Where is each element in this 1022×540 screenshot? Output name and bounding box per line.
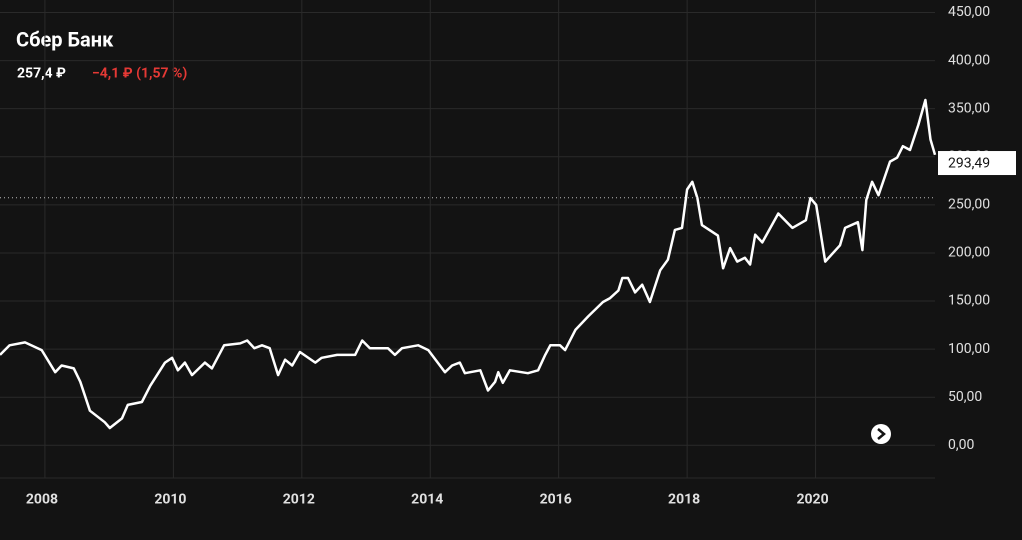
y-tick-label: 250,00 [948,197,990,213]
x-tick-label: 2012 [283,492,315,508]
chart-title: Сбер Банк [16,27,114,51]
x-tick-label: 2016 [540,492,572,508]
y-tick-label: 0,00 [948,437,974,453]
price-marker [938,151,1016,176]
x-tick-label: 2018 [668,492,700,508]
x-tick-label: 2010 [154,492,186,508]
price: 257,4 ₽ [17,66,66,82]
y-tick-label: 450,00 [948,4,990,20]
y-tick-label: 150,00 [948,293,990,309]
y-tick-label: 100,00 [948,341,990,357]
price-line [0,98,937,430]
y-tick-label: 400,00 [948,52,990,68]
x-tick-label: 2008 [26,492,58,508]
price-change: −4,1 ₽ (1,57 %) [92,66,187,82]
y-tick-label: 350,00 [948,100,990,116]
x-tick-label: 2014 [411,492,443,508]
price-marker-label: 293,49 [948,156,990,172]
y-tick-label: 200,00 [948,245,990,261]
scroll-button[interactable] [871,424,891,444]
scroll-button-circle[interactable] [871,424,891,444]
scroll-button-arrow[interactable] [877,428,886,440]
y-tick-label: 50,00 [948,389,982,405]
x-tick-label: 2020 [796,492,828,508]
